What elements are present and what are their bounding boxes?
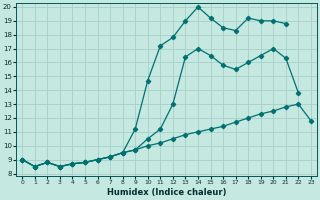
X-axis label: Humidex (Indice chaleur): Humidex (Indice chaleur) bbox=[107, 188, 226, 197]
